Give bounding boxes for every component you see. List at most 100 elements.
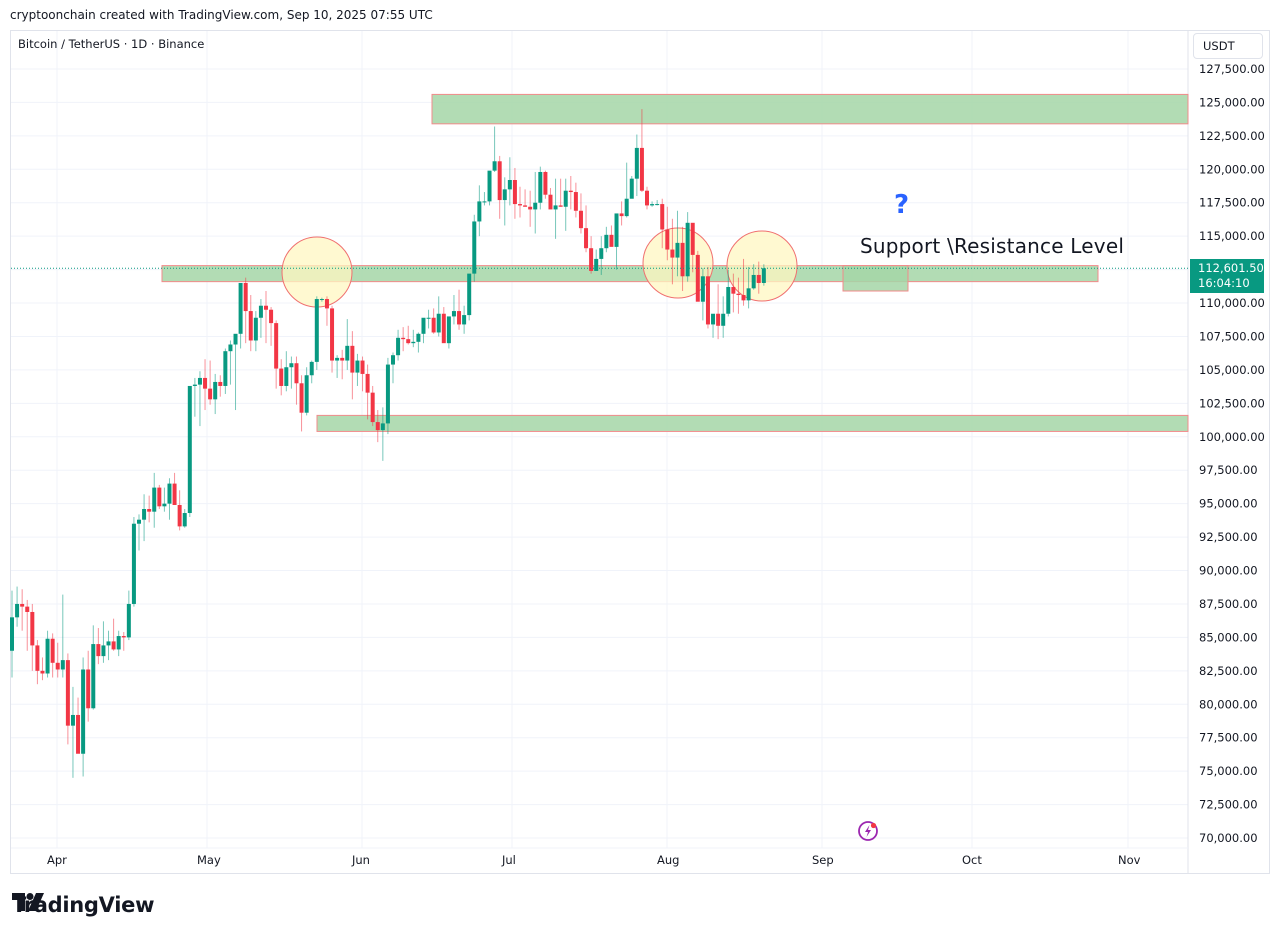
- candle-body: [523, 205, 528, 207]
- candle-body: [218, 381, 223, 386]
- price-axis-label: 80,000.00: [1199, 697, 1258, 711]
- candle-body: [264, 305, 268, 310]
- candle-body: [558, 205, 563, 207]
- candle-body: [152, 487, 157, 512]
- candle-body: [253, 317, 258, 341]
- candle-body: [55, 662, 60, 670]
- zone-rectangle[interactable]: [316, 414, 1189, 432]
- candle-body: [634, 147, 639, 179]
- candle-body: [751, 274, 756, 289]
- candle-body: [86, 669, 91, 709]
- candle-body: [10, 617, 14, 651]
- candle-body: [665, 229, 670, 250]
- candle-body: [279, 368, 284, 386]
- candle-body: [213, 381, 218, 400]
- price-axis-label: 82,500.00: [1199, 664, 1258, 678]
- candle-body: [309, 361, 314, 376]
- candle-body: [40, 670, 45, 674]
- candle-body: [467, 273, 472, 316]
- candle-body: [65, 660, 70, 726]
- candle-body: [675, 242, 680, 258]
- price-axis-label: 105,000.00: [1199, 363, 1265, 377]
- price-axis-label: 70,000.00: [1199, 831, 1258, 845]
- candle-body: [233, 333, 238, 345]
- candle-body: [614, 213, 619, 247]
- candle-body: [330, 308, 335, 361]
- candle-body: [619, 213, 624, 217]
- candle-body: [411, 341, 416, 344]
- candle-body: [518, 204, 522, 206]
- candle-body: [15, 603, 20, 618]
- candle-body: [482, 201, 487, 203]
- candle-body: [142, 509, 147, 520]
- symbol-title[interactable]: Bitcoin / TetherUS · 1D · Binance: [18, 37, 205, 51]
- candle-body: [624, 198, 629, 217]
- candle-body: [360, 360, 365, 374]
- candle-body: [45, 638, 50, 674]
- time-axis-label: Jun: [351, 853, 370, 867]
- candle-body: [182, 513, 187, 527]
- candle-body: [472, 221, 477, 274]
- candle-body: [340, 357, 345, 361]
- candle-body: [416, 333, 421, 342]
- candle-body: [299, 383, 304, 413]
- candle-body: [162, 503, 167, 507]
- candle-body: [391, 355, 395, 365]
- candle-body: [711, 313, 716, 325]
- candle-body: [335, 357, 340, 361]
- candle-body: [20, 603, 25, 607]
- candle-body: [111, 641, 116, 650]
- candle-body: [96, 644, 101, 657]
- price-axis-label: 85,000.00: [1199, 630, 1258, 644]
- candle-body: [731, 286, 736, 294]
- currency-selector[interactable]: USDT: [1193, 33, 1263, 59]
- bar-countdown: 16:04:10: [1198, 276, 1250, 290]
- candle-body: [380, 423, 385, 431]
- candle-body: [101, 645, 106, 657]
- candle-body: [568, 190, 573, 193]
- time-axis-label: Nov: [1118, 853, 1141, 867]
- candle-body: [726, 286, 731, 314]
- candle-body: [604, 234, 609, 249]
- candle-body: [157, 487, 162, 507]
- chart-frame[interactable]: [10, 30, 1270, 874]
- candle-body: [629, 178, 634, 199]
- lightning-icon[interactable]: [857, 820, 879, 842]
- zone-rectangle[interactable]: [842, 265, 909, 292]
- candle-body: [736, 293, 741, 296]
- candle-body: [573, 192, 578, 211]
- candle-body: [396, 337, 401, 356]
- candle-body: [223, 351, 228, 386]
- candle-body: [497, 161, 502, 201]
- candle-body: [599, 248, 604, 259]
- candle-body: [121, 636, 126, 638]
- time-axis-label: Aug: [657, 853, 679, 867]
- candle-body: [680, 242, 685, 277]
- candle-body: [700, 276, 705, 302]
- candle-body: [76, 714, 81, 754]
- time-axis-label: Sep: [812, 853, 834, 867]
- candle-body: [690, 222, 695, 255]
- candle-body: [106, 641, 111, 646]
- candle-body: [528, 206, 533, 210]
- zone-rectangle[interactable]: [431, 93, 1189, 125]
- price-axis-label: 97,500.00: [1199, 463, 1258, 477]
- candle-body: [228, 344, 233, 352]
- time-axis-label: Oct: [962, 853, 982, 867]
- support-resistance-annotation: Support \Resistance Level: [860, 234, 1125, 258]
- candle-body: [350, 345, 355, 373]
- candle-body: [695, 254, 700, 302]
- candle-body: [507, 180, 512, 190]
- candle-body: [137, 519, 141, 524]
- candle-body: [716, 313, 721, 326]
- highlight-circle[interactable]: [642, 227, 714, 299]
- tradingview-logo[interactable]: TradingView: [12, 893, 154, 917]
- price-axis-label: 72,500.00: [1199, 798, 1258, 812]
- candle-body: [30, 611, 35, 646]
- candle-body: [721, 313, 726, 326]
- time-axis-label: Jul: [501, 853, 516, 867]
- candle-body: [147, 509, 152, 512]
- highlight-circle[interactable]: [726, 230, 798, 302]
- candle-body: [533, 202, 538, 210]
